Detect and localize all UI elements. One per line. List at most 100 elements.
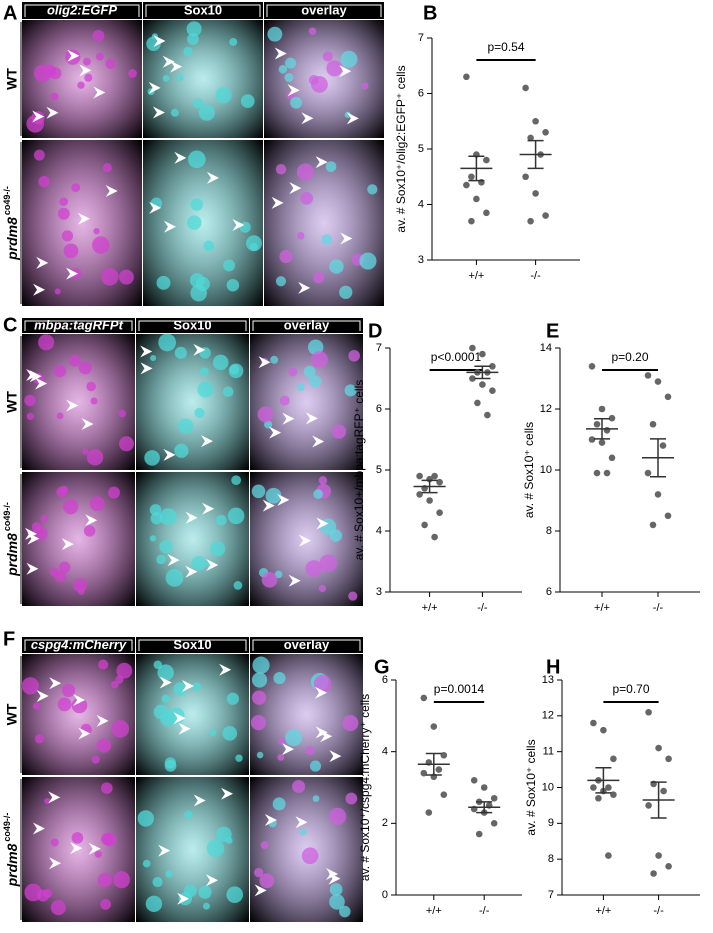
arrowhead [185, 565, 198, 578]
y-tick-label: 2 [382, 817, 388, 829]
cell [152, 876, 163, 888]
cell [331, 424, 347, 439]
cell [190, 284, 207, 302]
panel-letter: H [546, 656, 560, 678]
cell [61, 230, 74, 242]
arrowhead [340, 232, 353, 245]
arrowhead [85, 514, 98, 527]
data-point [527, 217, 534, 225]
data-point [469, 344, 476, 352]
data-point [420, 769, 428, 777]
row-label: WT [4, 391, 20, 413]
data-point [650, 870, 657, 877]
arrowhead [329, 750, 342, 763]
arrowhead [206, 559, 219, 572]
arrowhead [301, 112, 314, 125]
y-axis-label: av. # Sox10⁺/olig2:EGFP⁺ cells [394, 65, 408, 232]
panel-letter: A [3, 2, 17, 24]
cell [150, 354, 157, 362]
data-point [645, 708, 652, 716]
arrowhead [287, 84, 300, 97]
cell [44, 797, 51, 805]
data-point [654, 491, 662, 498]
p-value: p=0.70 [612, 682, 649, 696]
cell [82, 57, 91, 66]
cell [251, 672, 268, 688]
y-axis-label: av. # Sox10⁺ cells [522, 422, 536, 518]
cell [170, 108, 179, 117]
cell [361, 82, 369, 90]
cell [57, 207, 70, 220]
cell [344, 384, 357, 397]
arrowhead [262, 499, 275, 512]
cell [62, 683, 76, 697]
arrowhead [326, 868, 339, 881]
y-tick-label: 3 [418, 254, 424, 266]
arrowhead [32, 110, 45, 123]
data-point [598, 405, 606, 413]
y-axis-label: av. # Sox10⁺ cells [524, 739, 538, 835]
cell [159, 540, 173, 554]
cell [279, 395, 290, 406]
cell [174, 443, 189, 458]
data-point [655, 852, 662, 859]
data-point [664, 393, 672, 401]
cell [209, 729, 217, 737]
y-tick-label: 10 [542, 781, 554, 793]
cell [164, 759, 177, 772]
data-point [431, 472, 438, 480]
data-point [588, 363, 596, 370]
data-point [542, 129, 549, 136]
panel-letter: E [546, 320, 559, 342]
cell [96, 738, 112, 753]
header-bar [22, 637, 135, 653]
cell [301, 847, 319, 865]
cell [54, 288, 61, 295]
cell [50, 900, 66, 916]
cell [187, 150, 206, 169]
cell [83, 525, 96, 537]
y-tick-label: 4 [382, 746, 388, 758]
cell [309, 375, 322, 388]
column-header: overlay [301, 2, 347, 17]
arrowhead [140, 345, 153, 358]
cell [326, 60, 343, 77]
data-point [527, 134, 534, 142]
arrowhead [35, 377, 48, 390]
arrowhead [77, 212, 90, 225]
cell [233, 581, 243, 590]
y-axis-label: av. # Sox10+/mbpa:tagRFP⁺ cells [352, 380, 366, 561]
cell [153, 704, 169, 720]
data-point [610, 791, 617, 798]
arrowhead [288, 574, 301, 587]
arrowhead [158, 844, 171, 857]
arrowhead [140, 362, 153, 375]
y-tick-label: 12 [542, 710, 554, 722]
cell [359, 252, 377, 270]
cell [100, 267, 119, 286]
column-header: overlay [284, 317, 330, 332]
sem-bar [595, 767, 612, 794]
arrowhead [170, 60, 183, 73]
column-header: overlay [284, 637, 330, 652]
cell [90, 397, 98, 405]
cell [111, 720, 130, 738]
cell [84, 73, 93, 82]
arrowhead [29, 370, 42, 383]
cell [68, 354, 81, 367]
arrowhead [61, 538, 74, 551]
arrowhead [200, 435, 213, 448]
header-bracket [24, 639, 133, 651]
arrowhead [316, 517, 329, 530]
micrograph [143, 20, 263, 138]
cell [367, 184, 378, 195]
x-tick-label: +/+ [594, 602, 610, 614]
arrowhead [258, 356, 271, 369]
cell [273, 672, 286, 685]
arrowhead [73, 693, 86, 706]
data-point [463, 73, 470, 81]
cell [191, 556, 206, 571]
cell [265, 487, 282, 504]
cell [342, 714, 359, 732]
arrowhead [320, 730, 333, 743]
